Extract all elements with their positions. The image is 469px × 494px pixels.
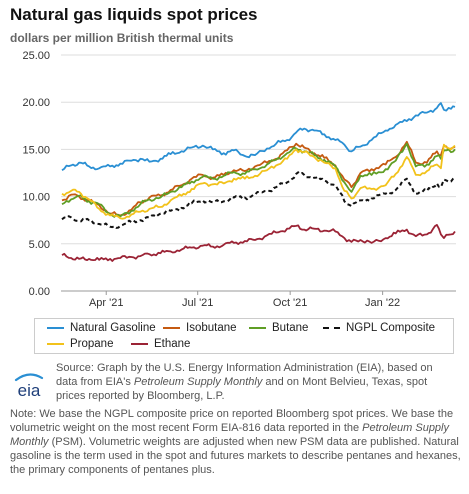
- gridlines: [61, 54, 456, 292]
- series-line-natural-gasoline: [61, 102, 456, 171]
- line-chart: 0.00 5.00 10.00 15.00 20.00 25.00 Apr '21 Jul …: [22, 50, 456, 309]
- source-text-italic: Petroleum Supply Monthly: [133, 376, 263, 388]
- legend-swatch-propane: [47, 343, 64, 345]
- chart-subtitle: dollars per million British thermal unit…: [10, 31, 234, 45]
- x-tick-label: Oct '21: [273, 297, 308, 309]
- series-line-isobutane: [61, 140, 456, 217]
- eia-logo-text: eia: [18, 381, 41, 400]
- source-block: eia Source: Graph by the U.S. Energy Inf…: [0, 357, 469, 407]
- note-text-part2: (PSM). Volumetric weights are adjusted w…: [10, 436, 461, 476]
- series-line-butane: [61, 142, 456, 218]
- footnote: Note: We base the NGPL composite price o…: [10, 407, 462, 477]
- source-note: Source: Graph by the U.S. Energy Informa…: [56, 361, 456, 403]
- x-tick-label: Jan '22: [365, 297, 400, 309]
- chart-title: Natural gas liquids spot prices: [10, 5, 258, 24]
- y-tick-label: 10.00: [22, 192, 50, 204]
- x-tick-label: Apr '21: [89, 297, 124, 309]
- y-axis-ticks: 0.00 5.00 10.00 15.00 20.00 25.00: [22, 50, 50, 298]
- legend-swatch-isobutane: [163, 327, 180, 329]
- note-text-part1: Note: We base the NGPL composite price o…: [10, 408, 454, 434]
- legend-swatch-butane: [249, 327, 266, 329]
- legend-label-ngpl-composite: NGPL Composite: [346, 322, 436, 334]
- y-tick-label: 15.00: [22, 144, 50, 156]
- legend-label-isobutane: Isobutane: [186, 322, 237, 334]
- legend-label-natural-gasoline: Natural Gasoline: [70, 322, 156, 334]
- legend-item-butane: Butane: [249, 322, 308, 334]
- source-text-part2: and on Mont Belvieu, Texas, spot prices …: [56, 376, 428, 402]
- eia-logo: eia: [14, 373, 44, 400]
- legend-item-propane: Propane: [47, 338, 113, 350]
- legend-label-ethane: Ethane: [154, 338, 191, 350]
- legend-item-natural-gasoline: Natural Gasoline: [47, 322, 156, 334]
- source-text-part1: Source: Graph by the U.S. Energy Informa…: [56, 362, 433, 388]
- x-axis-ticks: Apr '21 Jul '21 Oct '21 Jan '22: [89, 291, 400, 309]
- legend-item-isobutane: Isobutane: [163, 322, 237, 334]
- series-lines: [61, 102, 456, 262]
- y-tick-label: 20.00: [22, 97, 50, 109]
- note-text-italic: Petroleum Supply Monthly: [10, 422, 449, 448]
- legend-swatch-ngpl-composite: [323, 327, 340, 329]
- legend-swatch-ethane: [131, 343, 148, 345]
- legend-swatch-natural-gasoline: [47, 327, 64, 329]
- y-tick-label: 25.00: [22, 50, 50, 62]
- legend-label-butane: Butane: [272, 322, 309, 334]
- x-tick-label: Jul '21: [182, 297, 213, 309]
- y-tick-label: 5.00: [29, 239, 50, 251]
- series-line-ngpl-composite: [61, 171, 456, 229]
- legend-label-propane: Propane: [70, 338, 114, 350]
- series-line-propane: [61, 143, 456, 220]
- y-tick-label: 0.00: [29, 286, 50, 298]
- chart-legend: Natural Gasoline Isobutane Butane NGPL C…: [34, 318, 454, 354]
- legend-item-ethane: Ethane: [131, 338, 190, 350]
- legend-item-ngpl-composite: NGPL Composite: [323, 322, 435, 334]
- series-line-ethane: [61, 224, 456, 262]
